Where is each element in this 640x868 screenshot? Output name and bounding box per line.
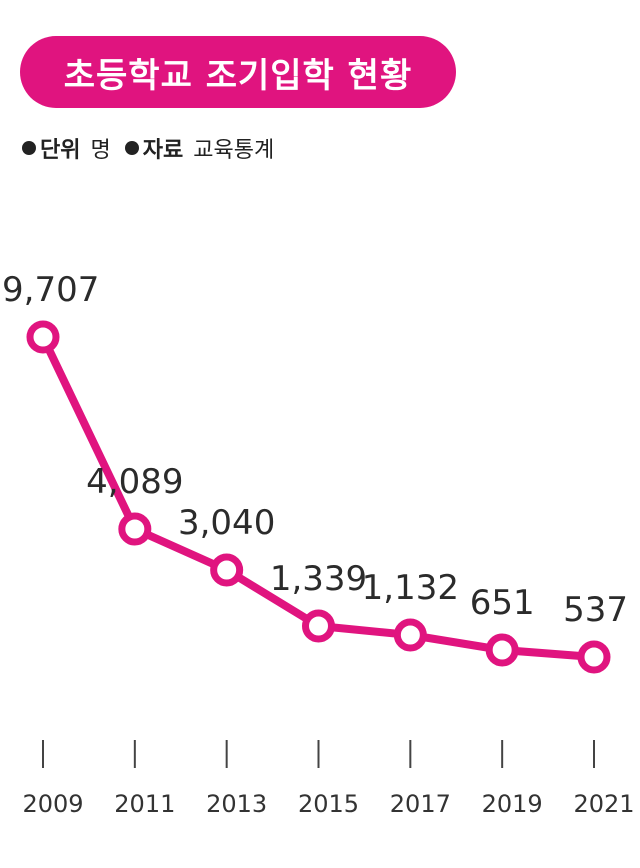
x-tick-label: 2021 [573,790,634,818]
data-label: 537 [563,590,628,630]
data-point [577,640,611,674]
source-label: 자료 [142,138,184,163]
data-point [302,609,335,643]
data-point [210,553,244,587]
bullet-dot-icon [22,141,36,155]
x-tick-label: 2019 [482,790,543,818]
data-label: 1,132 [362,568,459,608]
data-label: 4,089 [86,462,183,502]
data-point [485,633,519,667]
data-label: 3,040 [178,503,275,543]
x-tick-label: 2011 [114,790,175,818]
x-tick-label: 2015 [298,790,359,818]
title-badge: 초등학교 조기입학 현황 [20,36,456,108]
data-label: 1,339 [270,559,367,599]
bullet-dot-icon [124,141,139,155]
data-label: 9,707 [2,270,99,310]
chart-meta: 단위 명 자료 교육통계 [22,130,288,166]
data-label: 651 [470,583,535,623]
source-value: 교육통계 [193,138,275,163]
x-tick-label: 2013 [206,790,267,818]
data-point [26,320,60,354]
data-point [393,618,427,652]
unit-value: 명 [90,138,111,163]
x-tick-label: 2017 [390,790,451,818]
unit-label: 단위 [40,138,81,163]
chart-title: 초등학교 조기입학 현황 [63,55,413,96]
x-tick-label: 2009 [22,790,83,818]
data-point [118,512,152,546]
